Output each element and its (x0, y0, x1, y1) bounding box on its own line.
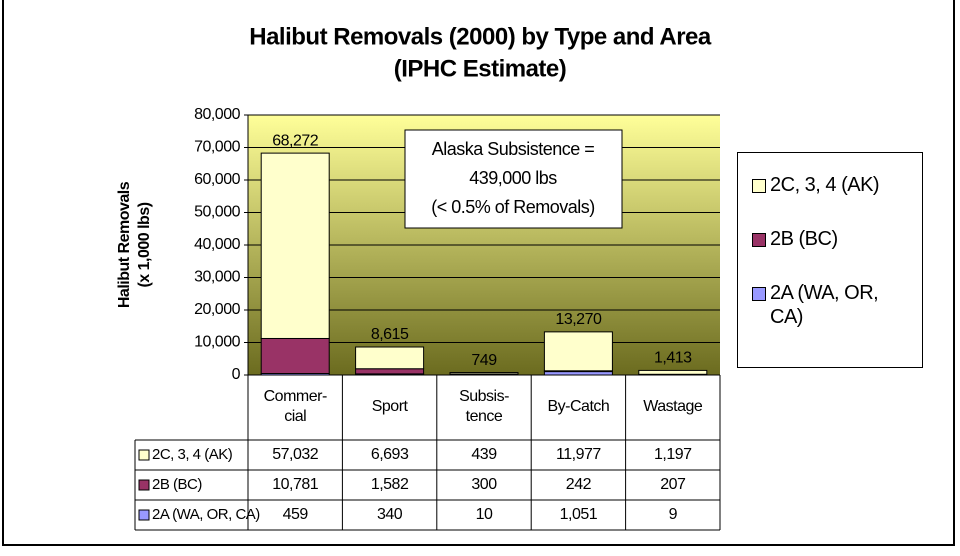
y-tick-label: 0 (232, 366, 241, 383)
legend-label: 2B (BC) (770, 228, 838, 250)
total-label: 749 (471, 352, 497, 369)
y-tick-label: 30,000 (194, 269, 241, 286)
category-label: Wastage (643, 398, 703, 415)
table-cell: 10 (476, 506, 493, 523)
y-tick-label: 40,000 (194, 236, 241, 253)
legend-label: 2A (WA, OR, CA) (770, 282, 879, 328)
y-tick-label: 50,000 (194, 204, 241, 221)
annotation-box (404, 129, 623, 229)
bar-segment (355, 346, 425, 370)
table-cell: 207 (660, 476, 686, 493)
total-label: 68,272 (272, 132, 319, 149)
chart-subtitle: (IPHC Estimate) (394, 55, 567, 82)
bar-segment (543, 371, 613, 376)
table-cell: 6,693 (371, 446, 409, 463)
y-axis-title: Halibut Removals (116, 181, 133, 308)
bar-segment (260, 152, 330, 339)
table-cell: 459 (283, 506, 309, 523)
table-cell: 11,977 (556, 446, 601, 463)
category-label: By-Catch (548, 398, 610, 415)
y-tick-label: 60,000 (194, 171, 241, 188)
table-swatch (138, 449, 150, 461)
table-cell: 300 (471, 476, 497, 493)
category-label: Subsis-tence (459, 388, 509, 425)
total-label: 1,413 (654, 350, 692, 367)
table-cell: 10,781 (272, 476, 319, 493)
chart-title: Halibut Removals (2000) by Type and Area (249, 23, 712, 50)
table-cell: 1,051 (560, 506, 598, 523)
table-row-label: 2B (BC) (152, 476, 202, 493)
table-cell: 439 (471, 446, 497, 463)
table-row-label: 2C, 3, 4 (AK) (152, 446, 233, 463)
table-swatch (138, 479, 150, 491)
category-label: Commer-cial (264, 388, 327, 425)
table-cell: 57,032 (272, 446, 319, 463)
table-cell: 340 (377, 506, 403, 523)
y-tick-label: 70,000 (194, 139, 241, 156)
y-tick-label: 10,000 (194, 334, 241, 351)
legend-item: 2A (WA, OR, CA) (752, 281, 916, 329)
table-cell: 242 (566, 476, 592, 493)
table-cell: 1,582 (371, 476, 409, 493)
annotation: Alaska Subsistence = (432, 139, 595, 159)
y-tick-label: 80,000 (194, 106, 241, 123)
bar-segment (638, 369, 708, 375)
legend-label: 2C, 3, 4 (AK) (770, 174, 880, 196)
bar-segment (449, 372, 519, 375)
legend-item: 2C, 3, 4 (AK) (752, 173, 916, 197)
legend-swatch (752, 233, 766, 247)
legend-item: 2B (BC) (752, 227, 916, 251)
y-tick-label: 20,000 (194, 301, 241, 318)
total-label: 8,615 (371, 326, 409, 343)
legend-swatch (752, 287, 766, 301)
table-cell: 1,197 (654, 446, 692, 463)
bar-segment (260, 337, 330, 375)
annotation: (< 0.5% of Removals) (431, 197, 595, 217)
annotation: 439,000 lbs (469, 168, 557, 188)
table-row-label: 2A (WA, OR, CA) (152, 506, 260, 523)
legend: 2C, 3, 4 (AK) 2B (BC) 2A (WA, OR, CA) (737, 152, 923, 368)
bar-segment (543, 331, 613, 372)
table-cell: 9 (669, 506, 678, 523)
frame (2, 0, 955, 546)
legend-swatch (752, 179, 766, 193)
table-swatch (138, 509, 150, 521)
y-axis-title: (x 1,000 lbs) (136, 202, 153, 287)
category-label: Sport (372, 398, 409, 415)
bar-segment (355, 368, 425, 375)
total-label: 13,270 (555, 311, 602, 328)
